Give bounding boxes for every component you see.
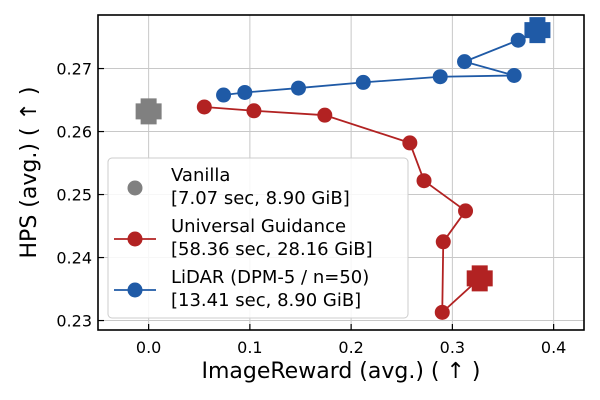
data-point <box>246 103 262 119</box>
data-point <box>416 173 432 189</box>
series-2 <box>196 99 493 320</box>
legend: Vanilla[7.07 sec, 8.90 GiB] Universal Gui… <box>107 157 409 319</box>
legend-label: Universal Guidance <box>171 216 346 237</box>
series-line <box>223 39 519 96</box>
series-3 <box>216 17 551 103</box>
final-marker <box>135 98 162 125</box>
legend-label: [7.07 sec, 8.90 GiB] <box>171 188 350 209</box>
x-tick-label: 0.3 <box>440 338 465 357</box>
plot-frame <box>97 14 585 331</box>
y-tick-label: 0.25 <box>56 186 92 205</box>
data-point <box>510 32 526 48</box>
data-point <box>458 203 474 219</box>
legend-box <box>107 157 409 319</box>
y-axis-title: HPS (avg.) ( ↑ ) <box>17 87 42 259</box>
x-axis-title: ImageReward (avg.) ( ↑ ) <box>201 359 480 384</box>
y-tick-label: 0.23 <box>56 312 92 331</box>
legend-label: Vanilla <box>171 165 230 186</box>
plot-area <box>135 17 551 320</box>
y-tick-label: 0.26 <box>56 123 92 142</box>
y-tick-label: 0.27 <box>56 60 92 79</box>
ticks: 0.0 0.1 0.2 0.3 0.4 0.23 0.24 0.25 0.26 0.27 <box>56 60 566 357</box>
legend-marker <box>127 282 143 298</box>
x-tick-label: 0.1 <box>237 338 262 357</box>
data-point <box>457 54 473 70</box>
data-point <box>432 69 448 85</box>
data-point <box>290 80 306 96</box>
x-tick-label: 0.4 <box>541 338 566 357</box>
data-point <box>237 84 253 100</box>
data-point <box>317 107 333 123</box>
legend-label: LiDAR (DPM-5 / n=50) <box>171 267 369 288</box>
data-point <box>402 135 418 151</box>
data-point <box>196 99 212 115</box>
data-point <box>355 74 371 90</box>
final-marker <box>524 17 551 44</box>
series-1 <box>135 98 162 125</box>
data-point <box>435 234 451 250</box>
y-tick-label: 0.24 <box>56 249 92 268</box>
legend-marker <box>127 231 143 247</box>
legend-marker <box>127 180 143 196</box>
legend-label: [58.36 sec, 28.16 GiB] <box>171 239 373 260</box>
final-marker <box>466 265 493 292</box>
data-point <box>216 87 232 103</box>
data-point <box>506 67 522 83</box>
x-tick-label: 0.2 <box>338 338 363 357</box>
data-point <box>434 304 450 320</box>
x-tick-label: 0.0 <box>136 338 161 357</box>
legend-label: [13.41 sec, 8.90 GiB] <box>171 290 361 311</box>
